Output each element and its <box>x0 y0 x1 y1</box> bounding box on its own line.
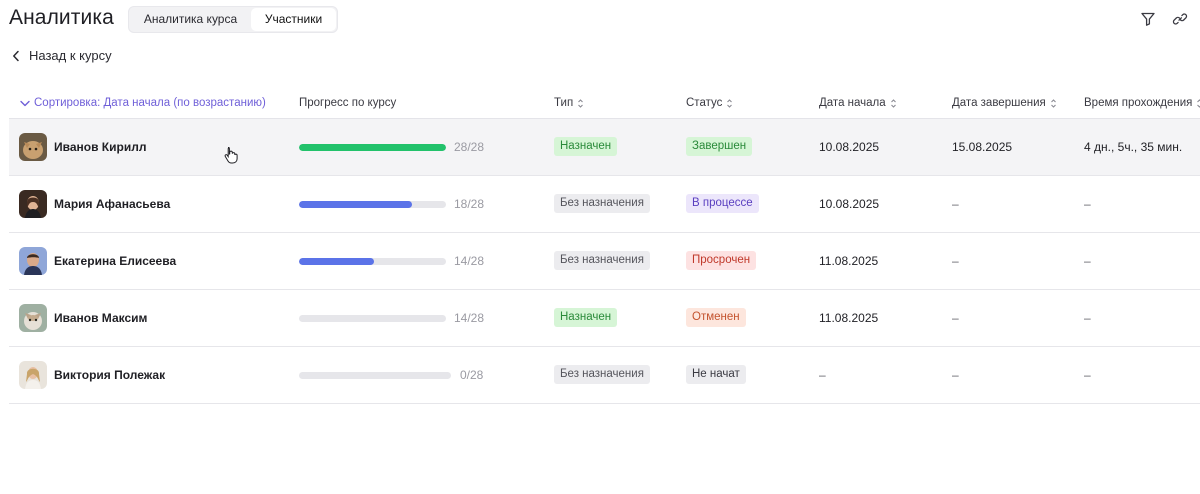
link-icon[interactable] <box>1172 11 1188 27</box>
col-header-type[interactable]: Тип <box>554 97 584 109</box>
sort-arrows-icon <box>727 98 733 108</box>
col-header-progress: Прогресс по курсу <box>299 97 396 109</box>
back-label: Назад к курсу <box>29 48 112 63</box>
col-header-end-label: Дата завершения <box>952 97 1046 109</box>
progress-fill <box>299 258 374 265</box>
status-badge: Отменен <box>686 308 746 327</box>
table-row[interactable]: Иванов Кирилл 28/28 Назначен Завершен 10… <box>9 119 1200 176</box>
duration: – <box>1084 254 1091 268</box>
sort-arrows-icon <box>1197 98 1200 108</box>
table-row[interactable]: Екатерина Елисеева 14/28 Без назначения … <box>9 233 1200 290</box>
participant-name: Виктория Полежак <box>54 368 166 382</box>
progress-count: 14/28 <box>454 254 485 268</box>
tab-course-analytics[interactable]: Аналитика курса <box>143 12 238 26</box>
progress-bar <box>299 372 451 379</box>
table-header: Сортировка: Дата начала (по возрастанию)… <box>9 88 1200 119</box>
start-date: 11.08.2025 <box>819 254 879 268</box>
sort-arrows-icon <box>1050 98 1056 108</box>
hand-cursor-icon <box>224 147 238 164</box>
avatar <box>19 190 47 218</box>
table-row[interactable]: Виктория Полежак 0/28 Без назначения Не … <box>9 347 1200 404</box>
filter-icon[interactable] <box>1140 11 1156 27</box>
sort-arrows-icon <box>578 98 584 108</box>
progress-bar <box>299 315 446 322</box>
progress-fill <box>299 144 446 151</box>
type-badge: Назначен <box>554 308 618 327</box>
col-header-progress-label: Прогресс по курсу <box>299 97 397 109</box>
type-badge: Без назначения <box>554 251 650 270</box>
duration: – <box>1084 368 1091 382</box>
type-badge: Без назначения <box>554 194 650 213</box>
end-date: – <box>952 197 959 211</box>
status-badge: Завершен <box>686 137 753 156</box>
col-header-start[interactable]: Дата начала <box>819 97 897 109</box>
participant-name: Иванов Максим <box>54 311 148 325</box>
col-header-type-label: Тип <box>554 97 574 109</box>
chevron-left-icon <box>13 50 19 61</box>
end-date: – <box>952 368 959 382</box>
tabs: Аналитика курса Участники <box>128 6 338 33</box>
status-badge: В процессе <box>686 194 759 213</box>
end-date: – <box>952 254 959 268</box>
col-header-duration-label: Время прохождения <box>1084 97 1193 109</box>
top-actions <box>1140 11 1188 27</box>
sort-arrows-icon <box>890 98 896 108</box>
progress-count: 28/28 <box>454 140 485 154</box>
status-badge: Просрочен <box>686 251 757 270</box>
end-date: 15.08.2025 <box>952 140 1013 154</box>
back-to-course-link[interactable]: Назад к курсу <box>12 48 112 63</box>
progress-count: 18/28 <box>454 197 485 211</box>
avatar <box>19 361 47 389</box>
table-row[interactable]: Иванов Максим 14/28 Назначен Отменен 11.… <box>9 290 1200 347</box>
progress-fill <box>299 201 413 208</box>
col-header-status[interactable]: Статус <box>686 97 733 109</box>
topbar: Аналитика Аналитика курса Участники <box>0 0 1200 40</box>
sort-control[interactable]: Сортировка: Дата начала (по возрастанию) <box>20 97 266 109</box>
status-badge: Не начат <box>686 365 746 384</box>
participants-table: Сортировка: Дата начала (по возрастанию)… <box>9 88 1200 404</box>
avatar <box>19 133 47 161</box>
col-header-start-label: Дата начала <box>819 97 886 109</box>
avatar <box>19 304 47 332</box>
col-header-status-label: Статус <box>686 97 723 109</box>
col-header-duration[interactable]: Время прохождения <box>1084 97 1200 109</box>
progress-count: 0/28 <box>460 368 484 382</box>
type-badge: Назначен <box>554 137 618 156</box>
end-date: – <box>952 311 959 325</box>
duration: – <box>1084 311 1091 325</box>
start-date: – <box>819 368 826 382</box>
duration: – <box>1084 197 1091 211</box>
chevron-down-icon <box>20 100 30 106</box>
participant-name: Екатерина Елисеева <box>54 254 177 268</box>
progress-bar <box>299 201 446 208</box>
start-date: 10.08.2025 <box>819 197 880 211</box>
avatar <box>19 247 47 275</box>
table-row[interactable]: Мария Афанасьева 18/28 Без назначения В … <box>9 176 1200 233</box>
duration: 4 дн., 5ч., 35 мин. <box>1084 140 1183 154</box>
progress-bar <box>299 258 446 265</box>
start-date: 11.08.2025 <box>819 311 879 325</box>
page-title: Аналитика <box>9 6 114 29</box>
progress-count: 14/28 <box>454 311 485 325</box>
participant-name: Иванов Кирилл <box>54 140 147 154</box>
type-badge: Без назначения <box>554 365 650 384</box>
tab-participants[interactable]: Участники <box>251 8 336 31</box>
progress-bar <box>299 144 446 151</box>
start-date: 10.08.2025 <box>819 140 880 154</box>
sort-label: Сортировка: Дата начала (по возрастанию) <box>34 97 266 109</box>
participant-name: Мария Афанасьева <box>54 197 171 211</box>
col-header-end[interactable]: Дата завершения <box>952 97 1057 109</box>
